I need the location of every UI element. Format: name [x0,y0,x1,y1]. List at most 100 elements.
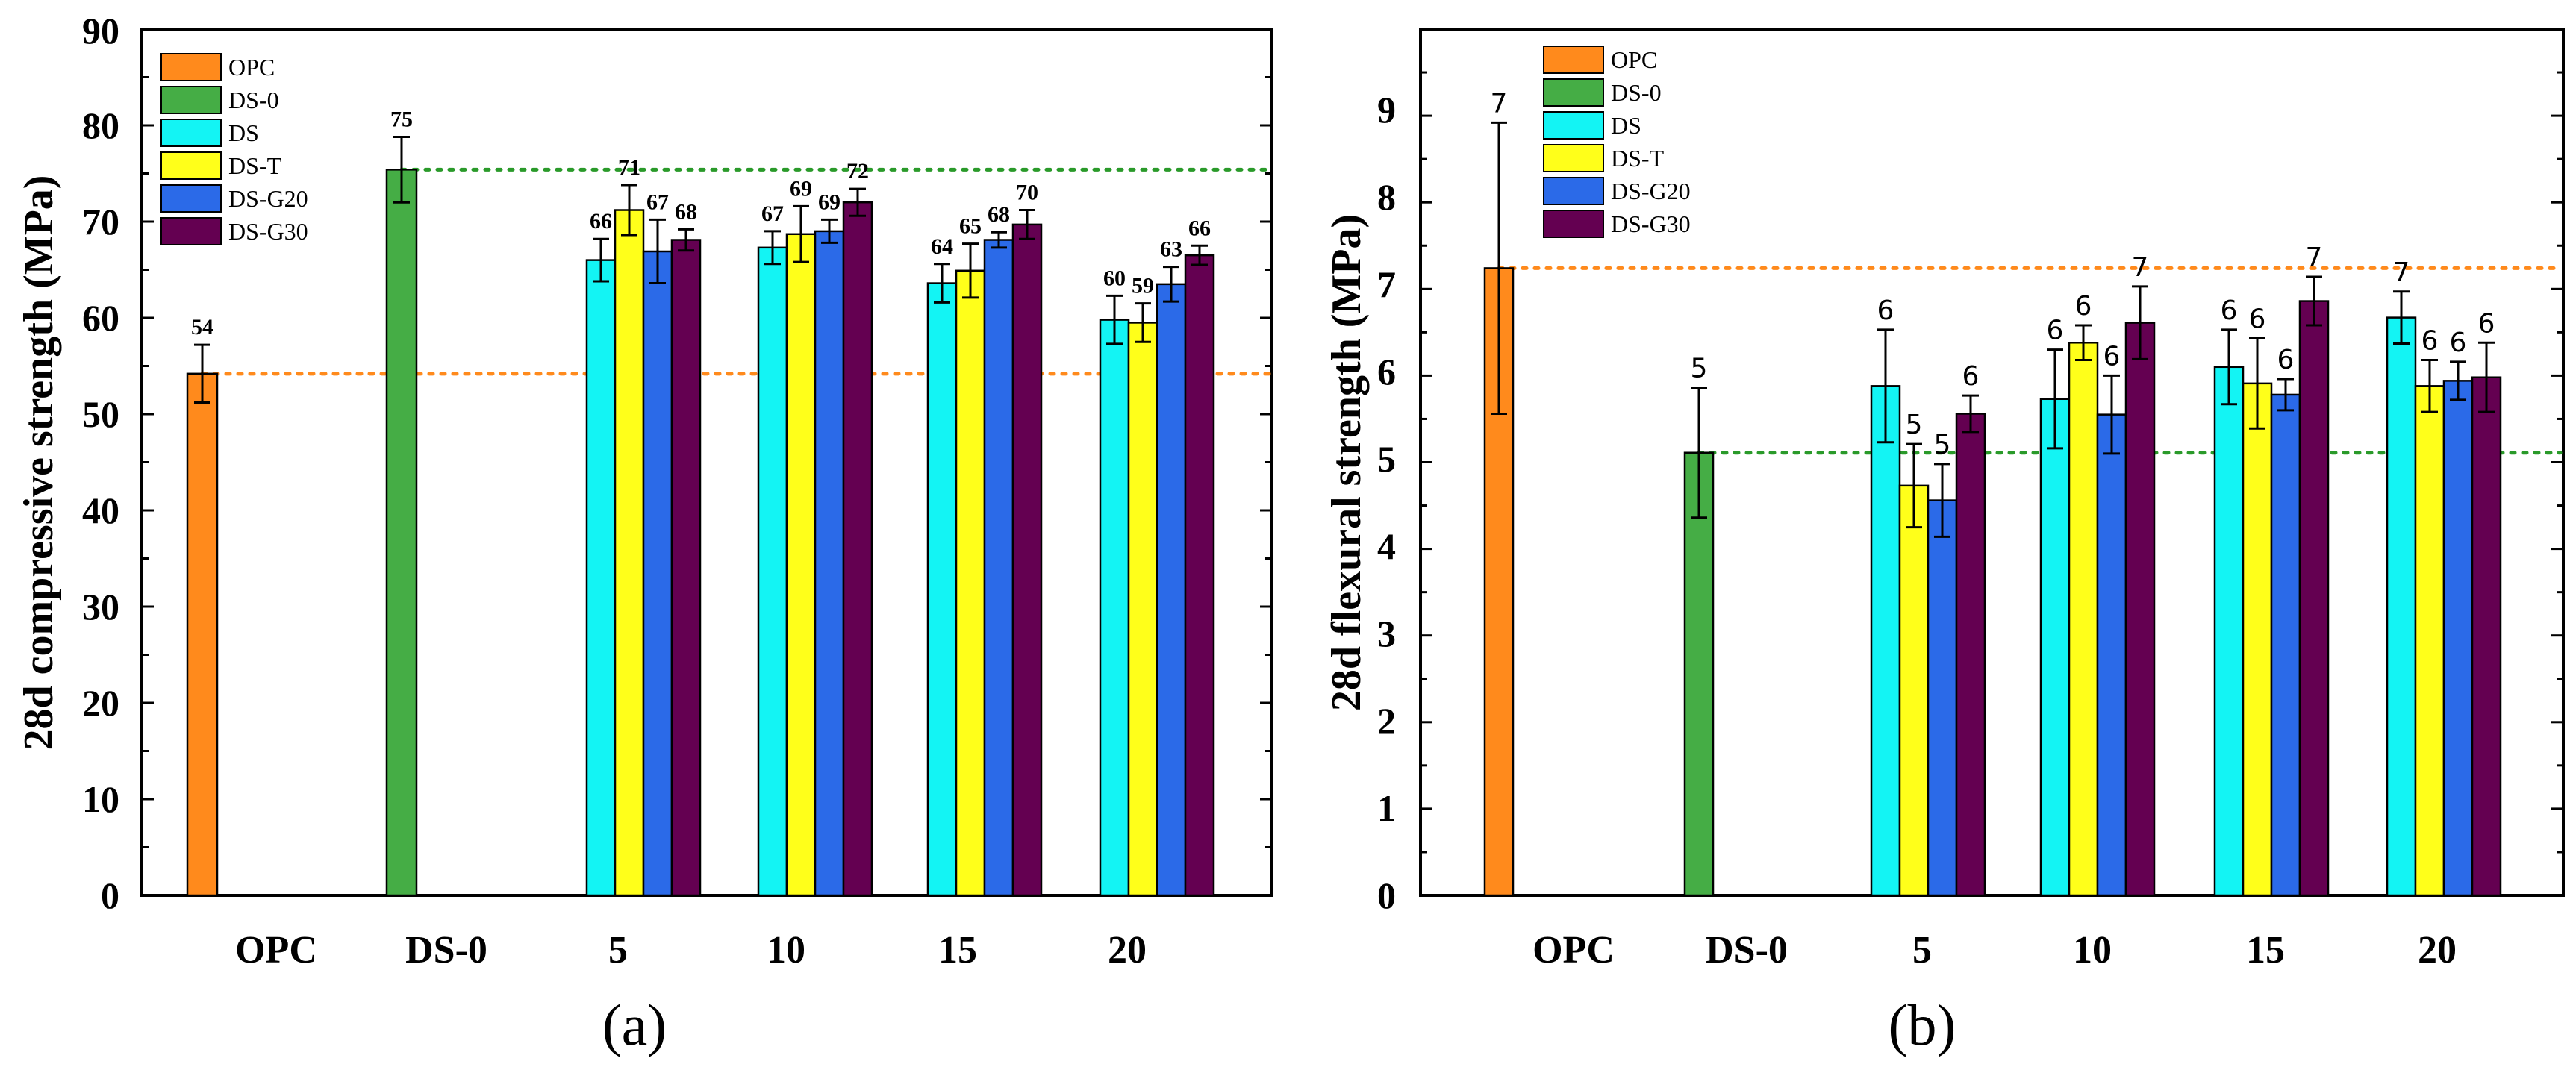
bar-ds-15 [926,282,958,897]
bar-ds-g30-15 [2298,300,2330,897]
x-category-label: 15 [2246,929,2285,971]
data-label-ds-g20-15: 68 [988,202,1010,227]
bar-ds-g20-15 [2270,393,2301,897]
axis-ticks [142,28,1272,897]
bar-ds-t-20 [2414,385,2445,897]
bar-ds-g20-10 [2096,413,2127,897]
error-bar-ds-10 [764,230,781,266]
y-tick-label: 60 [82,297,119,339]
error-bar-ds-20 [1106,294,1123,345]
data-label-ds-g30-15: 7 [2306,242,2323,273]
y-tick-label: 0 [1377,874,1396,916]
legend-swatch-opc [160,53,222,81]
legend-label: OPC [1611,46,1657,73]
data-label-ds-t-15: 6 [2249,304,2266,334]
x-category-label: 20 [1108,929,1147,971]
y-tick-labels: 0 10 20 30 40 50 60 70 80 90 [82,10,119,916]
data-label-opc: 54 [191,315,213,340]
data-label-ds-g20-5: 5 [1934,430,1951,460]
reference-lines [200,167,1271,376]
panel-label: (b) [1889,992,1956,1057]
legend-swatch-ds0 [1543,78,1604,107]
y-tick-label: 4 [1377,525,1396,567]
error-bar-opc [1491,121,1507,415]
legend-swatch-ds [1543,111,1604,140]
error-bar-ds-g30-5 [1962,394,1979,434]
legend-label: OPC [228,54,275,81]
legend-label: DS-T [228,152,282,179]
data-label-ds-20: 60 [1103,266,1126,290]
bar-ds-g30-20 [1184,254,1215,897]
bar-ds-5 [585,259,617,897]
bar-ds-g30-5 [1955,413,1986,897]
error-bar-ds-t-20 [2421,359,2438,413]
data-label-ds-5: 66 [590,209,612,234]
data-label-ds-0: 75 [390,107,413,131]
error-bar-ds-g20-10 [2103,374,2120,455]
axis-ticks [1420,28,2563,897]
error-bar-ds-g20-15 [2277,378,2294,412]
bar-ds-g30-15 [1011,223,1043,897]
data-label-ds-g30-20: 66 [1188,216,1211,240]
error-bar-ds-g20-15 [991,231,1007,249]
error-bar-ds-10 [2047,348,2063,450]
legend-swatch-dsg20 [160,184,222,213]
y-tick-label: 5 [1377,438,1396,480]
legend-label: DS-T [1611,145,1665,172]
error-bar-ds-t-15 [2249,337,2265,430]
bar-ds-5 [1870,385,1901,897]
legend-swatch-dsg30 [1543,210,1604,238]
error-bar-ds-g30-5 [678,228,694,252]
data-label-ds-g20-20: 6 [2450,328,2467,358]
x-category-label: 5 [608,929,628,971]
data-label-ds-g30-10: 72 [846,159,869,184]
bars [1483,121,2502,897]
data-label-ds-t-15: 65 [959,214,982,239]
data-label-opc: 7 [1491,88,1508,119]
legend-swatch-dsg30 [160,217,222,245]
bar-ds-g30-10 [842,201,873,897]
error-bar-ds-g30-20 [2478,341,2495,413]
bar-ds-t-5 [1898,484,1930,897]
legend: OPC DS-0 DS DS-T DS-G20 DS-G30 [160,53,308,245]
data-label-ds-g30-10: 7 [2132,252,2149,283]
error-bar-ds-g30-10 [2132,285,2148,360]
bar-ds-g20-20 [2442,380,2474,897]
x-category-label: 10 [2073,929,2112,971]
y-tick-labels: 0 1 2 3 4 5 6 7 8 9 [1377,89,1396,916]
x-category-label: 5 [1912,929,1932,971]
data-label-ds-t-5: 5 [1906,410,1923,440]
legend-label: DS-G20 [228,185,308,212]
x-category-labels: OPC DS-0 5 10 15 20 [235,929,1147,971]
y-axis-title: 28d flexural strength (MPa) [1323,214,1370,711]
data-label-ds-15: 64 [931,234,953,259]
x-category-label: 10 [767,929,805,971]
legend-label: DS-0 [228,87,279,113]
y-tick-label: 50 [82,393,119,435]
panel-label: (a) [602,992,667,1057]
data-label-ds-10: 67 [761,201,784,226]
legend-swatch-dst [160,151,222,180]
x-category-labels: OPC DS-0 5 10 15 20 [1532,929,2457,971]
x-category-label: DS-0 [405,929,487,971]
y-tick-label: 8 [1377,176,1396,218]
error-bar-ds-5 [593,237,609,283]
bar-ds-20 [1099,319,1130,897]
error-bar-ds-t-10 [793,204,809,263]
bar-opc [186,372,219,897]
error-bar-ds-t-5 [1906,442,1922,529]
legend-label: DS-0 [1611,79,1662,106]
y-tick-label: 70 [82,201,119,242]
data-label-ds-t-20: 6 [2421,326,2439,357]
data-label-ds-g30-20: 6 [2478,308,2495,339]
error-bar-ds-t-10 [2075,324,2092,362]
bar-ds-g20-5 [1927,499,1958,897]
error-bar-ds-g20-10 [821,218,838,244]
y-axis-title: 28d compressive strength (MPa) [16,175,62,751]
data-label-ds-g20-10: 69 [818,190,841,214]
data-label-ds-g20-10: 6 [2103,341,2121,372]
